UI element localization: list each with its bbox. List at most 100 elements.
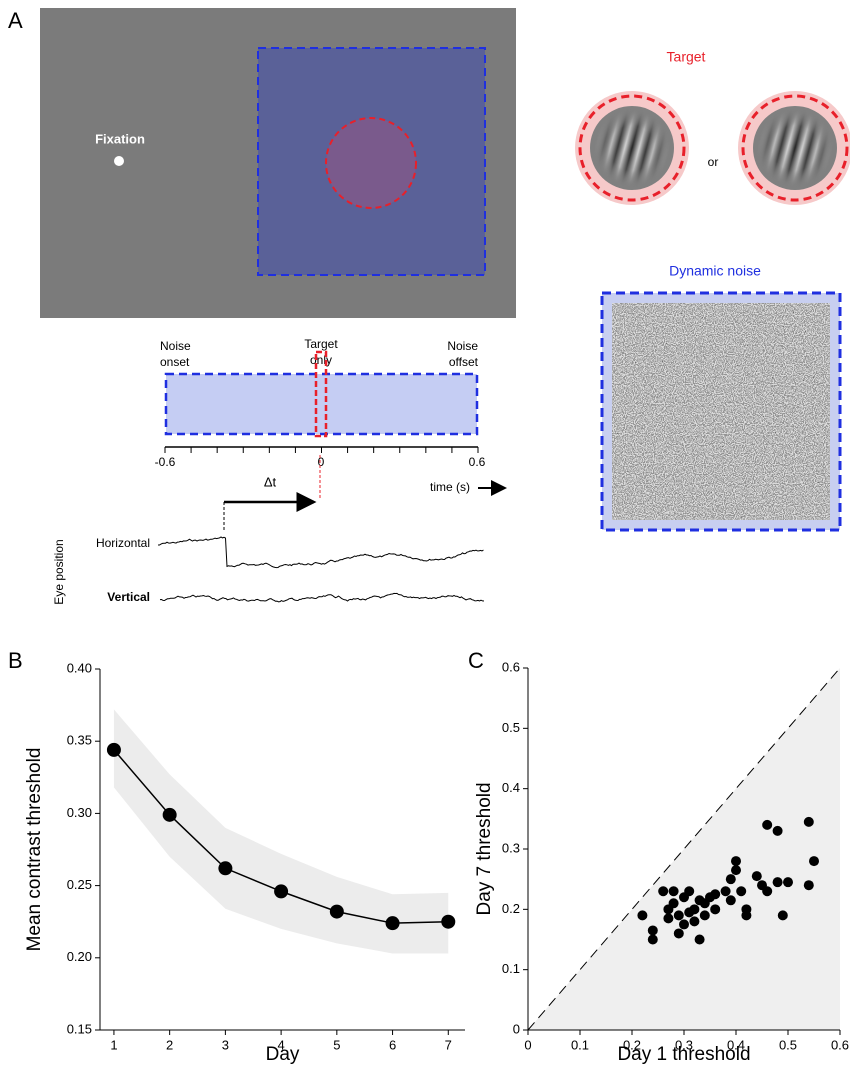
- y-tick-label: 0.30: [67, 805, 92, 820]
- y-tick-label: 0.6: [502, 659, 520, 674]
- panel-label: B: [8, 648, 23, 673]
- point: [803, 880, 814, 891]
- noise-interval: [164, 372, 479, 436]
- point: [699, 910, 710, 921]
- point: [731, 865, 741, 876]
- point: [751, 871, 762, 882]
- panel-label: A: [8, 8, 23, 33]
- fixation-dot: [114, 156, 124, 166]
- point: [637, 910, 648, 921]
- x-tick-label: 0.4: [727, 1037, 745, 1052]
- point: [673, 928, 684, 939]
- noise-offset: offset: [449, 355, 479, 369]
- y-tick-label: 0.1: [502, 961, 520, 976]
- point: [647, 934, 658, 945]
- y-tick-label: 0.40: [67, 660, 92, 675]
- time-tick-label: 0.6: [469, 455, 486, 469]
- horizontal-trace: [158, 536, 484, 569]
- point: [803, 816, 814, 827]
- chart-c: 0 0.1 0.2 0.3 0.4 0.5 0.6 0 0.1 0.2 0.3 0.4 0.5 0.6 Da…: [474, 659, 849, 1065]
- target-only: Target: [304, 337, 338, 351]
- target-only: only: [310, 353, 332, 367]
- y-tick-label: 0.15: [67, 1021, 92, 1036]
- x-tick-label: 7: [445, 1037, 452, 1052]
- noise-onset: onset: [160, 355, 190, 369]
- y-tick-label: 0.4: [502, 780, 520, 795]
- point: [762, 886, 773, 897]
- time-tick-label: 0: [318, 455, 325, 469]
- point: [725, 874, 736, 885]
- noise-offset: Noise: [447, 339, 478, 353]
- point: [658, 886, 669, 897]
- marker: [329, 904, 344, 919]
- marker: [162, 807, 177, 822]
- x-axis-label: Day 1 threshold: [617, 1044, 750, 1065]
- confidence-band: [113, 709, 449, 954]
- point: [777, 910, 788, 921]
- time-tick-label: -0.6: [155, 455, 176, 469]
- chart-b: 0.15 0.20 0.25 0.30 0.35 0.40 1 2 3 4 5 6 7 Day Mean c…: [24, 660, 465, 1065]
- marker: [106, 742, 121, 757]
- marker: [441, 914, 456, 929]
- point: [647, 925, 658, 936]
- x-tick-label: 0.5: [779, 1037, 797, 1052]
- x-tick-label: 2: [166, 1037, 173, 1052]
- delta-t: Δt: [264, 474, 277, 489]
- fixation-label: Fixation: [95, 131, 145, 146]
- x-tick-label: 0.2: [623, 1037, 641, 1052]
- noise-texture: [612, 303, 830, 520]
- y-tick-label: 0.2: [502, 901, 520, 916]
- point: [741, 910, 752, 921]
- point: [725, 895, 736, 906]
- vertical-label: Vertical: [107, 590, 150, 604]
- x-tick-label: 0.1: [571, 1037, 589, 1052]
- point: [663, 913, 674, 924]
- point: [809, 856, 819, 867]
- gabor: [575, 91, 689, 205]
- horizontal-label: Horizontal: [96, 536, 150, 550]
- y-tick-label: 0.35: [67, 733, 92, 748]
- x-tick-label: 1: [110, 1037, 117, 1052]
- y-tick-label: 0.20: [67, 949, 92, 964]
- point: [720, 886, 731, 897]
- x-tick-label: 6: [389, 1037, 396, 1052]
- y-axis-label: Mean contrast threshold: [24, 748, 45, 952]
- or-label: or: [708, 155, 719, 169]
- gabor: [738, 91, 850, 205]
- point: [762, 819, 773, 830]
- point: [736, 886, 747, 897]
- point: [668, 898, 679, 909]
- time-label: time (s): [430, 480, 470, 494]
- x-axis-label: Day: [266, 1044, 300, 1065]
- eye-position: Eye position: [52, 539, 66, 604]
- y-tick-label: 0.5: [502, 720, 520, 735]
- target-interval: [314, 350, 328, 438]
- y-tick-label: 0.25: [67, 877, 92, 892]
- marker: [274, 884, 289, 899]
- x-tick-label: 0: [524, 1037, 531, 1052]
- noise-title: Dynamic noise: [669, 263, 761, 279]
- point: [673, 910, 684, 921]
- target-title: Target: [667, 49, 706, 65]
- point: [689, 916, 700, 927]
- point: [710, 904, 721, 915]
- time-ticks: -0.6 0 0.6: [155, 447, 486, 469]
- point: [668, 886, 679, 897]
- marker: [218, 861, 233, 876]
- y-tick-label: 0: [513, 1021, 520, 1036]
- panel-label: C: [468, 648, 484, 673]
- point: [772, 877, 783, 888]
- noise-onset: Noise: [160, 339, 191, 353]
- x-tick-label: 0.6: [831, 1037, 849, 1052]
- point: [731, 856, 741, 867]
- point: [679, 919, 689, 930]
- point: [783, 877, 793, 888]
- x-tick-label: 0.3: [675, 1037, 693, 1052]
- x-tick-label: 3: [222, 1037, 229, 1052]
- vertical-trace: [159, 592, 485, 603]
- y-tick-label: 0.3: [502, 840, 520, 855]
- point: [694, 934, 705, 945]
- x-tick-label: 5: [333, 1037, 340, 1052]
